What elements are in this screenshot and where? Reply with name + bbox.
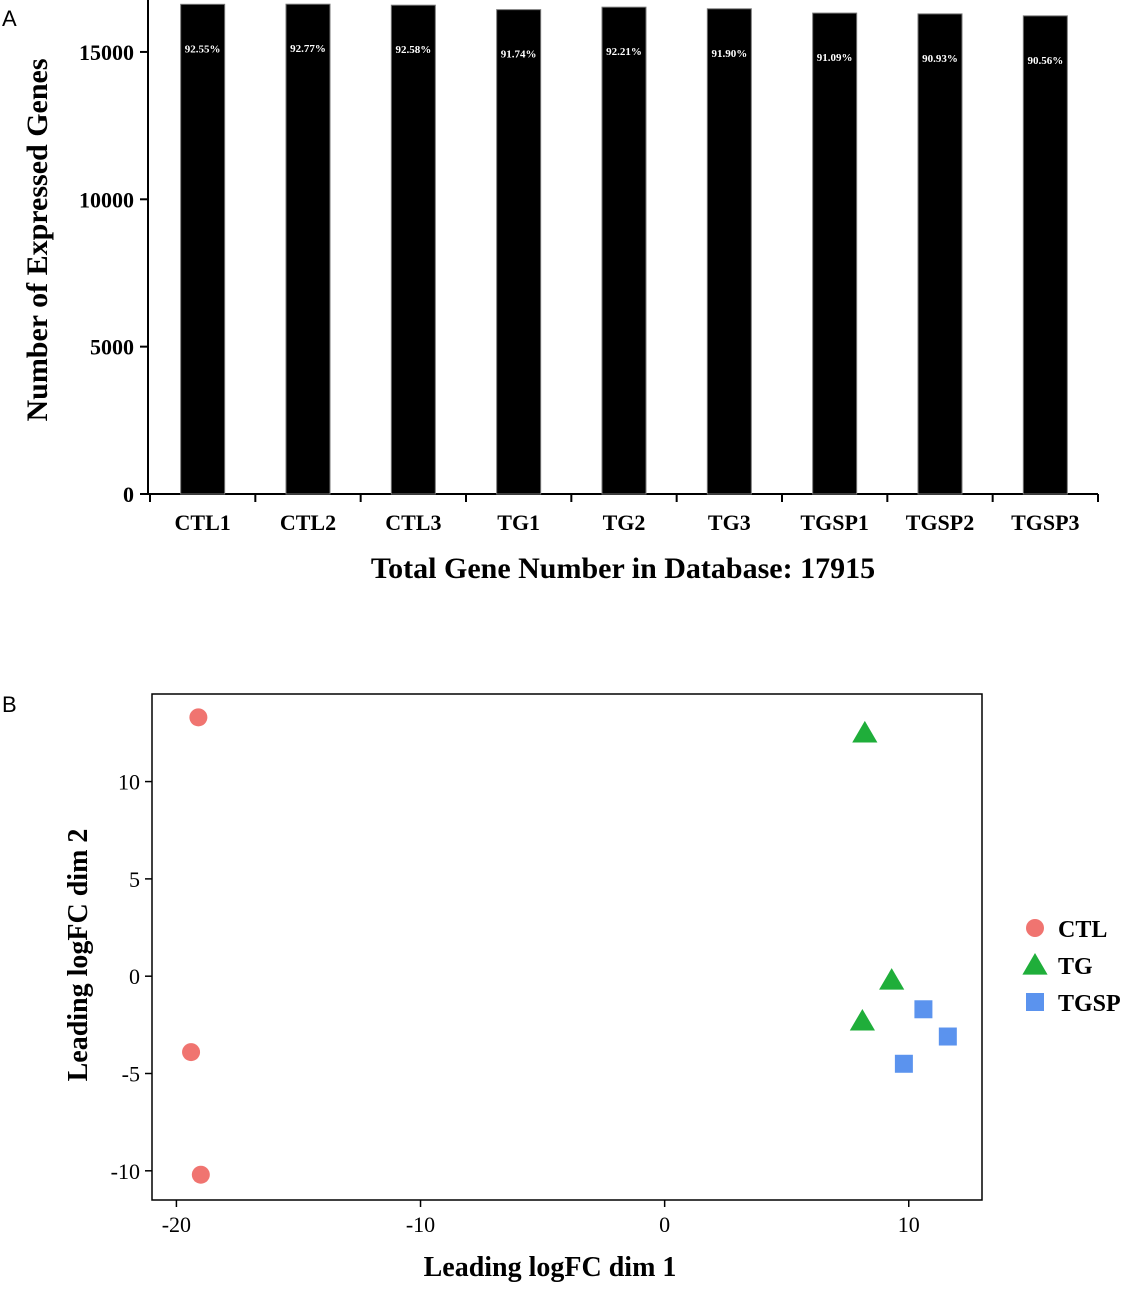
bar-category-label: TGSP2 (906, 510, 974, 535)
bar-chart-y-tick-label: 15000 (79, 40, 134, 65)
bar (285, 3, 331, 495)
bar-chart-y-axis-label: Number of Expressed Genes (21, 58, 54, 421)
bar-chart-y-tick-label: 0 (123, 482, 134, 507)
scatter-y-tick-label: 5 (129, 867, 140, 892)
bar (706, 8, 752, 495)
bar-percent-label: 91.09% (817, 52, 853, 64)
scatter-point-ctl (189, 708, 208, 727)
bar-chart-expressed-genes: Number of Expressed Genes Total Gene Num… (21, 0, 1099, 585)
legend-label-tgsp: TGSP (1058, 991, 1121, 1017)
scatter-x-tick-label: -10 (406, 1212, 435, 1237)
scatter-point-tgsp (938, 1027, 957, 1046)
bar (601, 6, 647, 495)
legend-label-tg: TG (1058, 954, 1093, 980)
scatter-point-tg (849, 1008, 875, 1031)
mds-scatter-plot: Leading logFC dim 2 Leading logFC dim 1 … (63, 693, 983, 1283)
bar-category-label: TG2 (603, 510, 646, 535)
legend-marker-tg (1022, 953, 1048, 975)
bar-category-label: TGSP1 (800, 510, 868, 535)
scatter-point-tg (879, 968, 905, 990)
bar-category-label: TG1 (497, 510, 540, 535)
bar-percent-label: 92.77% (290, 43, 326, 55)
bar-percent-label: 92.55% (185, 43, 221, 55)
bar-percent-label: 92.21% (606, 46, 642, 58)
legend-marker-ctl (1026, 919, 1044, 937)
scatter-point-tgsp (894, 1054, 913, 1073)
bar (180, 3, 226, 495)
bar-category-label: CTL2 (280, 510, 336, 535)
bar-percent-label: 91.90% (711, 48, 747, 60)
scatter-point-tgsp (914, 1000, 933, 1019)
scatter-y-axis-label: Leading logFC dim 2 (63, 829, 94, 1082)
bar (496, 9, 542, 495)
bar-percent-label: 92.58% (395, 44, 431, 56)
bar-category-label: CTL1 (175, 510, 231, 535)
bar-percent-label: 90.93% (922, 53, 958, 65)
bar-category-label: CTL3 (385, 510, 441, 535)
bar (1022, 15, 1068, 495)
scatter-x-tick-label: 0 (659, 1212, 670, 1237)
bar (390, 4, 436, 495)
bar-value-label: 16224 (1024, 0, 1067, 2)
scatter-x-tick-label: -20 (162, 1212, 191, 1237)
bar (812, 12, 858, 495)
bar-category-label: TGSP3 (1011, 510, 1079, 535)
scatter-y-tick-label: 0 (129, 964, 140, 989)
bar-chart-y-tick-label: 5000 (90, 335, 134, 360)
panel-label-a: A (2, 6, 17, 31)
scatter-x-axis-label: Leading logFC dim 1 (424, 1252, 677, 1283)
scatter-y-tick-label: -10 (111, 1159, 140, 1184)
scatter-plot-frame (151, 693, 983, 1201)
scatter-point-tg (852, 720, 878, 743)
legend-marker-tgsp (1026, 993, 1044, 1011)
scatter-point-ctl (191, 1165, 210, 1184)
scatter-point-ctl (182, 1043, 201, 1062)
bar-category-label: TG3 (708, 510, 751, 535)
legend-label-ctl: CTL (1058, 917, 1107, 943)
scatter-y-tick-label: -5 (122, 1062, 140, 1087)
bar-chart-x-axis-label: Total Gene Number in Database: 17915 (371, 552, 875, 585)
scatter-x-tick-label: 10 (898, 1212, 920, 1237)
bar-percent-label: 90.56% (1027, 55, 1063, 67)
scatter-y-tick-label: 10 (118, 770, 140, 795)
panel-label-b: B (2, 692, 17, 717)
bar (917, 13, 963, 495)
bar-percent-label: 91.74% (501, 49, 537, 61)
bar-chart-y-tick-label: 10000 (79, 187, 134, 212)
scatter-legend: CTL TG TGSP (1022, 917, 1121, 1017)
